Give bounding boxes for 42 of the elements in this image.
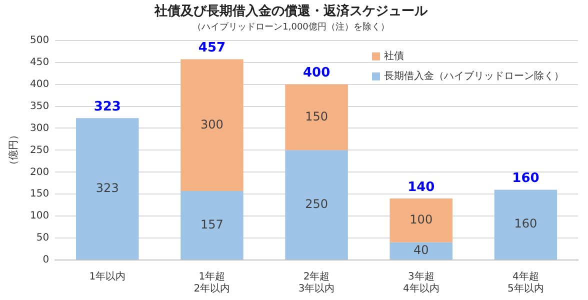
legend-label: 長期借入金（ハイブリッドローン除く） (384, 70, 564, 82)
chart-title: 社債及び長期借入金の償還・返済スケジュール (154, 3, 428, 20)
y-tick-label: 500 (30, 34, 50, 46)
total-label: 140 (408, 180, 435, 195)
bar (180, 191, 244, 260)
chart-subtitle: （ハイブリッドローン1,000億円（注）を除く） (192, 21, 390, 32)
bar (285, 150, 348, 260)
bar (390, 198, 452, 242)
data-label: 100 (410, 212, 433, 227)
y-tick-label: 400 (30, 78, 50, 90)
data-label: 150 (305, 109, 328, 124)
y-tick-label: 250 (30, 144, 50, 156)
data-label: 160 (514, 216, 538, 231)
total-label: 160 (512, 171, 540, 186)
total-label: 457 (198, 40, 226, 56)
data-label: 40 (413, 243, 429, 258)
y-tick-label: 0 (42, 254, 50, 266)
y-tick-label: 50 (36, 232, 50, 244)
y-tick-label: 450 (30, 56, 50, 68)
y-tick-label: 300 (30, 122, 50, 134)
y-tick-label: 350 (30, 100, 50, 112)
data-label: 157 (200, 217, 224, 232)
x-tick-label: 2年超 3年以内 (298, 270, 335, 295)
bar (285, 84, 348, 150)
x-tick-label: 1年超 2年以内 (194, 270, 230, 295)
legend-label: 社債 (384, 50, 404, 62)
bar (76, 118, 139, 260)
y-axis-title: （億円） (8, 130, 20, 170)
x-tick-label: 4年超 5年以内 (508, 270, 544, 295)
y-tick-label: 200 (30, 166, 50, 178)
x-tick-label: 3年超 4年以内 (402, 270, 440, 295)
x-tick-label: 1年以内 (89, 270, 126, 283)
data-label: 323 (96, 180, 119, 195)
data-label: 250 (305, 196, 328, 211)
total-label: 323 (94, 100, 121, 115)
data-label: 300 (200, 117, 224, 132)
bar (494, 190, 558, 260)
bar (390, 242, 452, 260)
y-tick-label: 150 (30, 188, 50, 200)
bar (180, 59, 244, 192)
total-label: 400 (302, 66, 330, 81)
y-tick-label: 100 (30, 210, 50, 222)
